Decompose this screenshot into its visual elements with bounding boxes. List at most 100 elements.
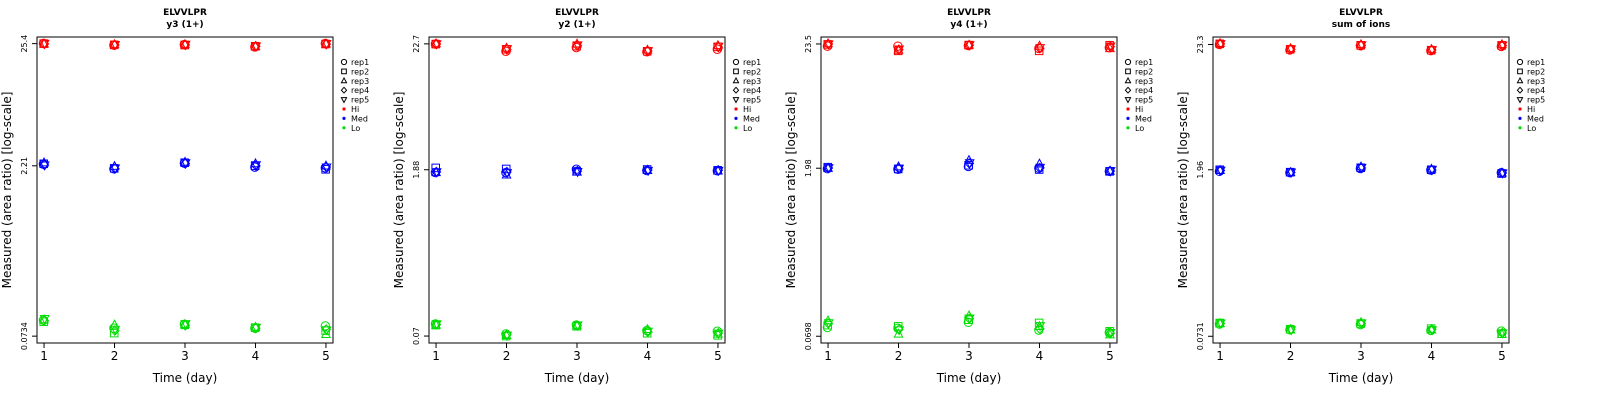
- data-point-lo-rep2: [109, 328, 119, 338]
- legend-label: Med: [351, 114, 368, 123]
- data-point-hi-rep2: [1034, 46, 1044, 56]
- y-tick-label: 1.98: [804, 159, 813, 177]
- legend-label: Lo: [1135, 124, 1144, 133]
- legend-label: rep3: [1527, 77, 1545, 86]
- x-tick-label: 2: [111, 349, 119, 363]
- data-point-hi-rep5: [572, 41, 583, 51]
- data-point-lo-rep5: [964, 314, 975, 324]
- legend-dot-hi: [1518, 107, 1522, 111]
- data-point-med-rep5: [251, 161, 262, 171]
- legend-dot-hi: [1126, 107, 1130, 111]
- data-point-hi-rep5: [321, 39, 332, 50]
- legend-label: Med: [1527, 114, 1544, 123]
- y-tick-label: 22.7: [412, 35, 421, 53]
- x-tick-label: 4: [252, 349, 260, 363]
- x-tick-label: 3: [573, 349, 581, 363]
- legend-label: rep3: [1135, 77, 1153, 86]
- y-tick-label: 25.4: [20, 35, 29, 53]
- legend-label: rep4: [351, 86, 369, 95]
- chart-subtitle: y4 (1+): [950, 20, 987, 30]
- data-point-hi-rep5: [251, 42, 262, 52]
- legend-dot-hi: [734, 107, 738, 111]
- data-point-hi-rep5: [1035, 44, 1046, 54]
- legend-label: Hi: [351, 105, 359, 114]
- data-point-lo-rep5: [1286, 326, 1297, 336]
- x-axis-label: Time (day): [1328, 371, 1394, 385]
- data-point-hi-rep5: [643, 47, 654, 57]
- chart-subtitle: y2 (1+): [558, 20, 595, 30]
- chart-panel-3: ELVVLPR y4 (1+) 1 2 3 4 5 Time (day) 0.0698 1.98 2…: [784, 8, 1153, 385]
- y-tick-label: 2.21: [20, 157, 29, 175]
- x-tick-label: 4: [1428, 349, 1436, 363]
- x-axis-label: Time (day): [936, 371, 1002, 385]
- x-tick-label: 2: [503, 349, 511, 363]
- x-tick-label: 1: [432, 349, 440, 363]
- data-point-med-rep2: [501, 164, 511, 174]
- legend-symbol-rep4: [340, 86, 348, 94]
- data-point-hi-rep5: [431, 40, 442, 50]
- data-point-lo-rep5: [502, 331, 513, 341]
- data-point-lo-rep5: [251, 323, 262, 334]
- chart-subtitle: y3 (1+): [166, 20, 203, 30]
- legend-label: rep1: [1135, 58, 1153, 67]
- y-axis-label: Measured (area ratio) [log-scale]: [0, 92, 14, 289]
- data-point-lo-rep5: [643, 327, 654, 337]
- legend-symbol-rep1: [732, 58, 740, 66]
- x-axis-label: Time (day): [152, 371, 218, 385]
- data-point-lo-rep5: [713, 329, 724, 339]
- x-tick-label: 1: [1216, 349, 1224, 363]
- data-point-hi-rep5: [1105, 42, 1116, 52]
- y-tick-label: 0.0731: [1196, 322, 1205, 350]
- y-axis-label: Measured (area ratio) [log-scale]: [392, 92, 406, 289]
- data-point-lo-rep5: [431, 320, 442, 330]
- legend-symbol-rep2: [733, 68, 739, 75]
- data-point-lo-rep3: [109, 319, 120, 329]
- data-point-med-rep5: [643, 166, 654, 177]
- legend-symbol-rep4: [1124, 86, 1132, 94]
- data-point-lo-rep5: [321, 326, 332, 336]
- data-point-lo-rep5: [1035, 322, 1046, 332]
- legend-symbol-rep3: [1124, 76, 1132, 84]
- x-tick-label: 2: [1287, 349, 1295, 363]
- data-point-hi-rep5: [180, 40, 191, 51]
- data-point-lo-rep5: [39, 315, 50, 325]
- legend-symbol-rep5: [1124, 97, 1132, 104]
- x-tick-label: 3: [965, 349, 973, 363]
- data-point-med-rep5: [180, 159, 191, 169]
- legend-label: rep1: [743, 58, 761, 67]
- legend-label: Med: [1135, 114, 1152, 123]
- chart-panel-1: ELVVLPR y3 (1+) 1 2 3 4 5 Time (day) 0.0734 2.21 2…: [0, 8, 369, 385]
- legend-dot-hi: [342, 107, 346, 111]
- data-point-med-rep5: [321, 163, 332, 173]
- legend-symbol-rep2: [341, 68, 347, 75]
- data-point-lo-rep5: [823, 319, 834, 329]
- data-point-med-rep3: [1034, 158, 1045, 168]
- legend-symbol-rep4: [1516, 86, 1524, 94]
- chart-title: ELVVLPR: [555, 8, 599, 18]
- x-tick-label: 4: [1036, 349, 1044, 363]
- x-tick-label: 5: [1498, 349, 1506, 363]
- legend-label: rep3: [351, 77, 369, 86]
- legend-label: Lo: [351, 124, 360, 133]
- legend-symbol-rep3: [732, 76, 740, 84]
- legend-symbol-rep5: [732, 97, 740, 104]
- data-point-hi-rep5: [713, 42, 724, 53]
- chart-title: ELVVLPR: [1339, 8, 1383, 18]
- data-point-med-rep5: [1215, 166, 1226, 176]
- legend-dot-lo: [734, 126, 738, 130]
- data-point-med-rep5: [110, 164, 121, 174]
- legend-label: Med: [743, 114, 760, 123]
- y-axis-label: Measured (area ratio) [log-scale]: [784, 92, 798, 289]
- data-point-lo-rep5: [1427, 326, 1438, 336]
- data-point-hi-rep5: [1286, 45, 1297, 55]
- legend-symbol-rep5: [340, 97, 348, 104]
- data-point-med-rep5: [572, 168, 583, 178]
- legend-symbol-rep2: [1125, 68, 1131, 75]
- legend-label: Hi: [1527, 105, 1535, 114]
- data-point-hi-rep5: [39, 39, 50, 50]
- data-point-hi-rep5: [1427, 46, 1438, 56]
